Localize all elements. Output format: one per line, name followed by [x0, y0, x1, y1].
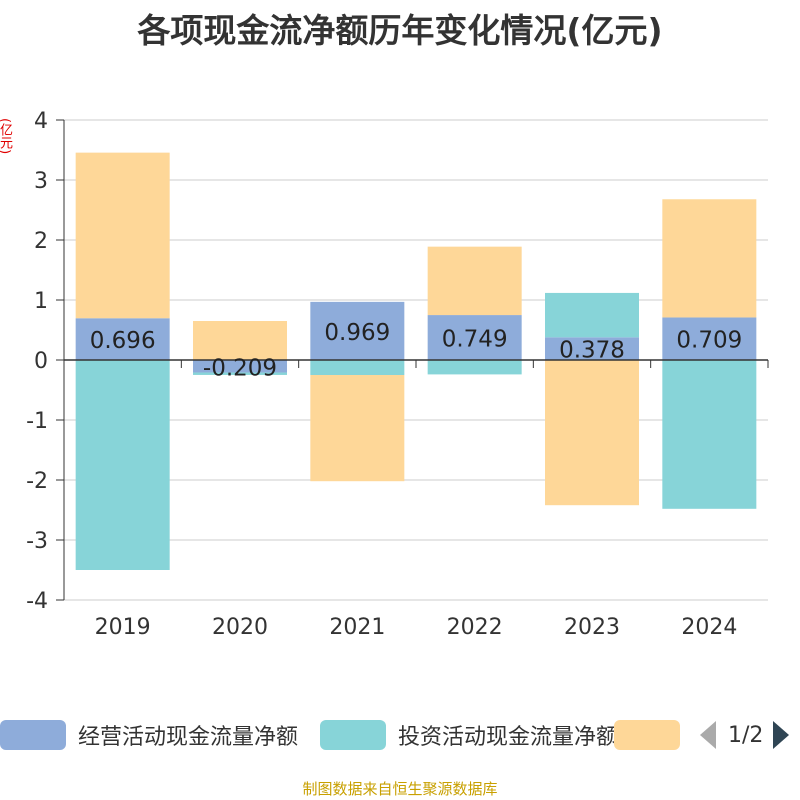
- bar-investing: [193, 372, 287, 375]
- y-tick-label: 1: [34, 289, 48, 314]
- y-tick-label: 4: [34, 109, 48, 134]
- legend-label-investing: 投资活动现金流量净额: [398, 725, 619, 750]
- data-label: -0.209: [203, 355, 277, 381]
- data-label: 0.709: [676, 328, 742, 354]
- bar-investing: [75, 360, 170, 570]
- x-tick-label: 2021: [329, 615, 385, 640]
- bar-operating: [662, 317, 757, 360]
- data-label: 0.969: [324, 320, 390, 346]
- x-tick-label: 2022: [447, 615, 503, 640]
- y-tick-label: -2: [26, 469, 48, 494]
- data-label: 0.378: [559, 338, 625, 364]
- legend-next-icon[interactable]: [773, 721, 790, 749]
- cash-flow-chart: 4 3 2 1 0 -1 -2 -3 -4 0.696 -0.209 0.969 0.749 0.378 0…: [26, 109, 769, 640]
- y-tick-label: -1: [26, 409, 48, 434]
- bar-operating: [545, 337, 639, 360]
- data-label: 0.749: [442, 327, 508, 353]
- bar-financing: [310, 375, 405, 482]
- y-tick-label: 2: [34, 229, 48, 254]
- legend-prev-icon[interactable]: [700, 721, 716, 749]
- bar-operating: [310, 301, 405, 360]
- data-label: 0.696: [90, 328, 156, 354]
- legend-item-investing[interactable]: 投资活动现金流量净额: [320, 720, 618, 750]
- bar-operating: [193, 360, 287, 373]
- bar-financing: [75, 152, 170, 319]
- legend: 经营活动现金流量净额 投资活动现金流量净额 1/2: [0, 712, 800, 756]
- y-tick-label: -4: [26, 589, 48, 614]
- legend-label-operating: 经营活动现金流量净额: [78, 725, 299, 750]
- x-tick-label: 2024: [681, 615, 737, 640]
- legend-swatch-investing: [320, 720, 386, 750]
- legend-pager: 1/2: [700, 720, 800, 750]
- bar-investing: [427, 360, 522, 375]
- chart-title: 各项现金流净额历年变化情况(亿元): [137, 11, 663, 50]
- legend-item-financing[interactable]: [614, 720, 692, 750]
- bar-investing: [662, 360, 757, 509]
- x-tick-label: 2019: [95, 615, 151, 640]
- x-tick-label: 2020: [212, 615, 268, 640]
- data-source: 制图数据来自恒生聚源数据库: [302, 780, 498, 798]
- y-tick-label: -3: [26, 529, 48, 554]
- y-axis-unit: (亿元): [0, 118, 12, 155]
- y-tick-label: 3: [34, 169, 48, 194]
- y-tick-label: 0: [34, 349, 48, 374]
- bar-financing: [662, 199, 757, 318]
- legend-item-operating[interactable]: 经营活动现金流量净额: [0, 720, 298, 750]
- legend-swatch-operating: [0, 720, 66, 750]
- bar-operating: [75, 318, 170, 360]
- legend-page-number: 1/2: [728, 722, 764, 748]
- bar-financing: [193, 321, 287, 360]
- bar-investing: [310, 360, 405, 375]
- bar-operating: [427, 315, 522, 360]
- x-tick-label: 2023: [564, 615, 620, 640]
- legend-swatch-financing: [614, 720, 680, 750]
- bar-financing: [427, 246, 522, 316]
- bar-investing: [545, 292, 639, 338]
- bar-financing: [545, 360, 639, 506]
